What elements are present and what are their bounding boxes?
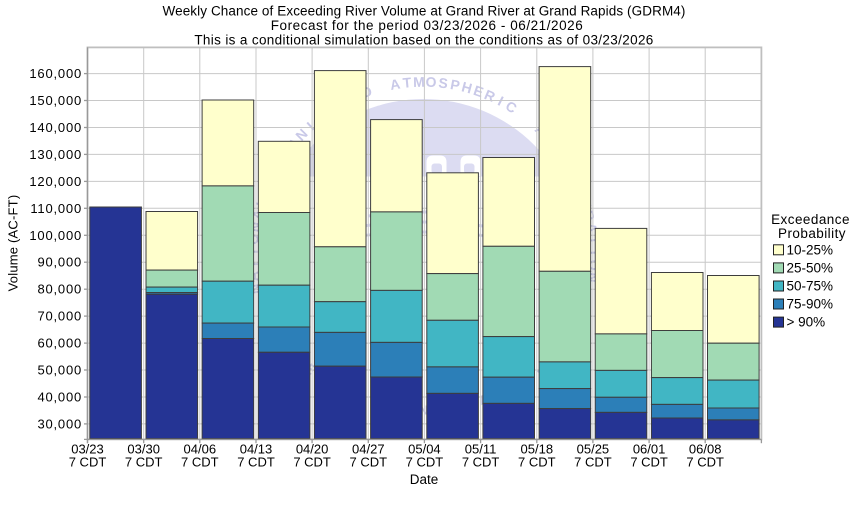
svg-text:05/04: 05/04 — [408, 442, 441, 457]
svg-text:06/01: 06/01 — [633, 442, 666, 457]
svg-text:H: H — [460, 78, 474, 96]
svg-text:7 CDT: 7 CDT — [350, 454, 388, 469]
svg-text:T: T — [402, 74, 412, 91]
svg-text:04/27: 04/27 — [352, 442, 385, 457]
svg-text:7 CDT: 7 CDT — [237, 454, 275, 469]
svg-text:50-75%: 50-75% — [787, 279, 834, 294]
svg-text:90,000: 90,000 — [37, 255, 82, 270]
svg-text:140,000: 140,000 — [29, 120, 82, 135]
svg-text:> 90%: > 90% — [787, 315, 826, 330]
svg-text:25-50%: 25-50% — [787, 260, 834, 275]
svg-text:04/13: 04/13 — [240, 442, 273, 457]
svg-text:150,000: 150,000 — [29, 93, 82, 108]
svg-text:7 CDT: 7 CDT — [69, 454, 107, 469]
svg-text:7 CDT: 7 CDT — [574, 454, 612, 469]
svg-text:80,000: 80,000 — [37, 282, 82, 297]
svg-text:Probability: Probability — [778, 226, 846, 241]
svg-text:160,000: 160,000 — [29, 66, 82, 81]
svg-text:Volume (AC-FT): Volume (AC-FT) — [6, 195, 21, 292]
svg-text:Forecast for the period 03/23/: Forecast for the period 03/23/2026 - 06/… — [271, 18, 584, 33]
svg-text:7 CDT: 7 CDT — [686, 454, 724, 469]
svg-text:40,000: 40,000 — [37, 390, 82, 405]
svg-text:M: M — [413, 74, 425, 90]
svg-text:T: T — [585, 235, 602, 246]
svg-text:S: S — [438, 74, 449, 91]
svg-text:7 CDT: 7 CDT — [125, 454, 163, 469]
svg-text:50,000: 50,000 — [37, 363, 82, 378]
svg-text:130,000: 130,000 — [29, 147, 82, 162]
svg-text:05/18: 05/18 — [521, 442, 554, 457]
svg-text:06/08: 06/08 — [689, 442, 722, 457]
svg-text:05/25: 05/25 — [577, 442, 610, 457]
svg-text:10-25%: 10-25% — [787, 242, 834, 257]
svg-text:04/06: 04/06 — [184, 442, 217, 457]
svg-text:110,000: 110,000 — [30, 201, 82, 216]
svg-text:This is a conditional simulati: This is a conditional simulation based o… — [194, 32, 653, 47]
svg-text:60,000: 60,000 — [37, 336, 82, 351]
svg-text:I: I — [586, 250, 602, 254]
svg-text:75-90%: 75-90% — [787, 297, 834, 312]
svg-text:O: O — [425, 74, 437, 90]
svg-text:03/30: 03/30 — [127, 442, 160, 457]
svg-text:7 CDT: 7 CDT — [462, 454, 500, 469]
svg-text:7 CDT: 7 CDT — [630, 454, 668, 469]
svg-text:100,000: 100,000 — [29, 228, 82, 243]
svg-text:A: A — [389, 75, 402, 92]
svg-text:7 CDT: 7 CDT — [518, 454, 556, 469]
svg-text:05/11: 05/11 — [465, 442, 497, 457]
svg-text:120,000: 120,000 — [29, 174, 82, 189]
svg-text:70,000: 70,000 — [37, 309, 82, 324]
svg-text:O: O — [586, 259, 602, 271]
svg-text:03/23: 03/23 — [71, 442, 104, 457]
svg-text:Exceedance: Exceedance — [771, 212, 850, 227]
svg-text:Date: Date — [410, 472, 439, 487]
svg-text:7 CDT: 7 CDT — [406, 454, 444, 469]
svg-text:N: N — [419, 403, 428, 418]
svg-text:30,000: 30,000 — [37, 416, 82, 431]
svg-text:04/20: 04/20 — [296, 442, 329, 457]
svg-text:7 CDT: 7 CDT — [293, 454, 331, 469]
svg-text:Weekly Chance of Exceeding Riv: Weekly Chance of Exceeding River Volume … — [162, 4, 685, 19]
svg-text:7 CDT: 7 CDT — [181, 454, 219, 469]
svg-text:P: P — [449, 76, 461, 93]
